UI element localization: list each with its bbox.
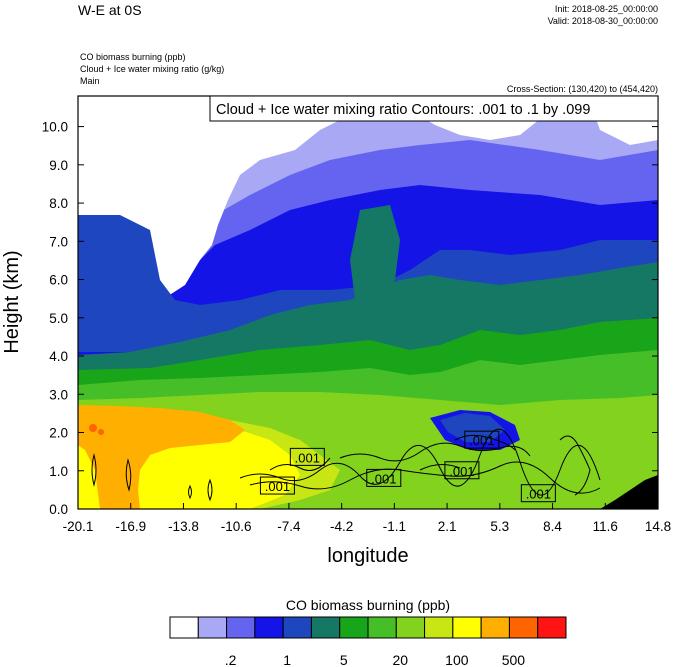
contour-value-label: .001 xyxy=(449,464,474,479)
colorbar-swatch xyxy=(424,616,454,639)
contour-info-box xyxy=(209,95,659,122)
y-tick-label: 5.0 xyxy=(49,311,68,326)
colorbar-title: CO biomass burning (ppb) xyxy=(286,597,450,613)
y-tick-label: 10.0 xyxy=(42,120,68,135)
contour-label-box xyxy=(289,447,325,466)
contour-label-box xyxy=(259,476,295,495)
x-tick-label: 11.6 xyxy=(593,519,618,534)
colorbar-label: 500 xyxy=(502,652,526,667)
field-main-label: Main xyxy=(80,76,100,86)
y-tick-label: 9.0 xyxy=(49,158,68,173)
y-tick-label: 2.0 xyxy=(49,426,68,441)
contour-value-labels: .001 .001 .001 .001 .001 .001 xyxy=(259,430,556,503)
colorbar-labels: .2 1 5 20 100 500 xyxy=(225,652,526,667)
y-axis-label: Height (km) xyxy=(1,250,23,353)
y-tick-label: 4.0 xyxy=(49,349,68,364)
colorbar-swatch xyxy=(480,616,510,639)
x-tick-label: -10.6 xyxy=(221,519,252,534)
plot-title: W-E at 0S xyxy=(78,2,142,18)
y-tick-label: 1.0 xyxy=(49,464,68,479)
contour-value-label: .001 xyxy=(371,471,396,486)
init-time: Init: 2018-08-25_00:00:00 xyxy=(555,4,658,14)
colorbar-swatch xyxy=(508,616,539,639)
colorbar-swatch xyxy=(339,616,369,639)
co-shaded-field xyxy=(78,96,658,509)
y-axis: 0.0 1.0 2.0 3.0 4.0 5.0 6.0 7.0 8.0 9.0 10.0 xyxy=(42,120,658,517)
x-tick-label: -13.8 xyxy=(168,519,199,534)
colorbar-swatch xyxy=(452,616,482,639)
x-axis-label: longitude xyxy=(327,545,408,567)
colorbar xyxy=(169,616,567,639)
colorbar-label: 5 xyxy=(340,652,348,667)
colorbar-swatch xyxy=(310,616,341,639)
contour-value-label: .001 xyxy=(526,487,551,502)
field-cloud-label: Cloud + Ice water mixing ratio (g/kg) xyxy=(80,64,224,74)
field-co-label: CO biomass burning (ppb) xyxy=(80,52,186,62)
colorbar-swatch xyxy=(197,616,228,639)
contour-value-label: .001 xyxy=(295,450,320,465)
colorbar-swatch xyxy=(226,616,256,639)
x-tick-label: -1.1 xyxy=(383,519,406,534)
x-tick-label: 5.3 xyxy=(490,519,509,534)
contour-label-box xyxy=(366,468,402,487)
x-tick-label: 8.4 xyxy=(543,519,562,534)
y-tick-label: 0.0 xyxy=(49,502,68,517)
colorbar-swatch xyxy=(537,616,567,639)
colorbar-label: 20 xyxy=(392,652,408,667)
x-tick-label: -20.1 xyxy=(63,519,94,534)
y-tick-label: 7.0 xyxy=(49,234,68,249)
x-tick-label: 2.1 xyxy=(438,519,457,534)
y-tick-label: 3.0 xyxy=(49,387,68,402)
colorbar-swatch xyxy=(395,616,426,639)
cloud-ice-contours xyxy=(91,428,601,502)
colorbar-label: .2 xyxy=(225,652,237,667)
colorbar-swatch xyxy=(254,616,284,639)
colorbar-swatch xyxy=(367,616,397,639)
contour-value-label: .001 xyxy=(469,433,494,448)
contour-label-box xyxy=(444,461,480,480)
contour-label-box xyxy=(464,430,500,449)
contour-info-label: Cloud + Ice water mixing ratio Contours:… xyxy=(216,102,590,118)
x-tick-label: -4.2 xyxy=(330,519,353,534)
colorbar-label: 1 xyxy=(283,652,291,667)
y-tick-label: 8.0 xyxy=(49,196,68,211)
colorbar-swatch xyxy=(282,616,312,639)
valid-time: Valid: 2018-08-30_00:00:00 xyxy=(548,16,658,26)
y-tick-label: 6.0 xyxy=(49,273,68,288)
x-axis: -20.1 -16.9 -13.8 -10.6 -7.4 -4.2 -1.1 2.1 5.3 8.… xyxy=(63,503,671,534)
colorbar-label: 100 xyxy=(445,652,469,667)
contour-label-box xyxy=(520,484,556,503)
contour-value-label: .001 xyxy=(265,479,290,494)
x-tick-label: 14.8 xyxy=(645,519,671,534)
cross-section-label: Cross-Section: (130,420) to (454,420) xyxy=(507,84,658,94)
x-tick-label: -7.4 xyxy=(277,519,301,534)
x-tick-label: -16.9 xyxy=(115,519,146,534)
colorbar-swatch xyxy=(169,616,199,639)
